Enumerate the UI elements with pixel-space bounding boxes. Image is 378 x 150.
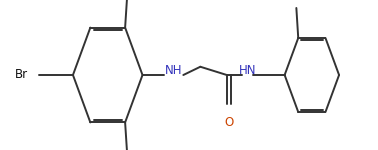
Text: Br: Br — [15, 69, 28, 81]
Text: O: O — [224, 116, 233, 129]
Text: HN: HN — [239, 64, 256, 77]
Text: NH: NH — [165, 64, 183, 77]
